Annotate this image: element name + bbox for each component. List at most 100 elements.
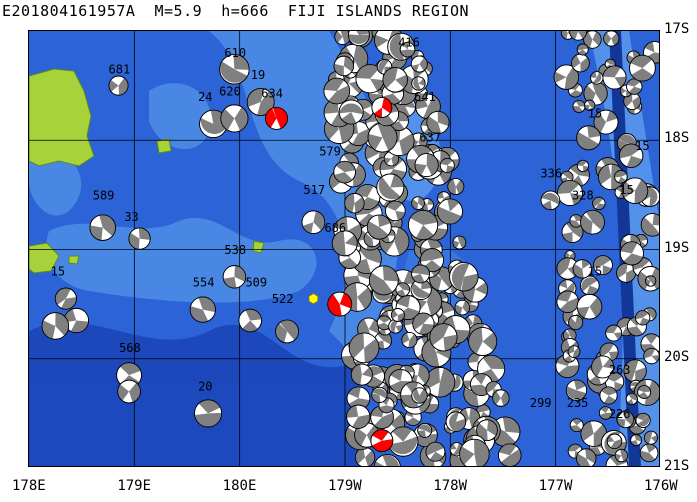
vanua-levu-island bbox=[29, 242, 60, 274]
depth-label: 15 bbox=[635, 139, 649, 153]
focal-mechanism-icon bbox=[643, 347, 659, 365]
depth-label: 589 bbox=[93, 188, 115, 202]
focal-mechanism-icon bbox=[630, 434, 643, 447]
focal-mechanism-icon bbox=[556, 290, 579, 313]
longitude-label: 179E bbox=[117, 478, 152, 494]
focal-mechanism-icon bbox=[366, 214, 392, 240]
focal-mechanism-icon bbox=[618, 143, 644, 168]
depth-label: 517 bbox=[303, 183, 325, 197]
focal-mechanism-icon bbox=[348, 332, 380, 364]
focal-mechanism-icon bbox=[222, 265, 247, 289]
focal-mechanism-icon bbox=[355, 64, 385, 94]
focal-mechanism-icon bbox=[371, 97, 393, 118]
focal-mechanism-icon bbox=[385, 200, 406, 222]
focal-mechanism-icon bbox=[370, 429, 394, 453]
focal-mechanism-icon bbox=[459, 438, 490, 466]
depth-label: 15 bbox=[588, 106, 602, 120]
focal-mechanism-icon bbox=[117, 379, 141, 404]
focal-mechanism-icon bbox=[576, 43, 589, 56]
latitude-label: 17S bbox=[664, 21, 690, 37]
focal-mechanism-icon bbox=[411, 387, 428, 404]
depth-label: 226 bbox=[609, 407, 631, 421]
focal-mechanism-icon bbox=[452, 235, 467, 250]
focal-mechanism-icon bbox=[616, 410, 635, 429]
focal-mechanism-icon bbox=[557, 179, 584, 206]
focal-mechanism-icon bbox=[301, 210, 326, 234]
focal-mechanism-icon bbox=[445, 411, 467, 432]
depth-label: 15 bbox=[588, 265, 602, 279]
focal-mechanism-icon bbox=[390, 308, 405, 322]
depth-label: 20 bbox=[198, 379, 212, 393]
focal-mechanism-icon bbox=[54, 287, 77, 310]
map-canvas[interactable]: 681 610 19 24 620 634 589 33 517 579 686 538 15 554 50… bbox=[29, 31, 660, 467]
depth-label: 33 bbox=[124, 210, 138, 224]
focal-mechanism-icon bbox=[344, 193, 365, 214]
focal-mechanism-icon bbox=[238, 308, 262, 333]
focal-mechanism-icon bbox=[468, 327, 498, 356]
focal-mechanism-icon bbox=[583, 81, 608, 106]
focal-mechanism-icon bbox=[568, 315, 584, 331]
focal-mechanism-icon bbox=[576, 448, 597, 466]
focal-mechanism-icon bbox=[128, 227, 151, 250]
focal-mechanism-icon bbox=[449, 262, 479, 292]
focal-mechanism-icon bbox=[576, 159, 590, 173]
focal-mechanism-icon bbox=[625, 392, 638, 405]
longitude-label: 180E bbox=[222, 478, 257, 494]
focal-mechanism-icon bbox=[643, 430, 658, 445]
focal-mechanism-icon bbox=[602, 65, 627, 90]
focal-mechanism-icon bbox=[367, 122, 398, 153]
focal-mechanism-icon bbox=[616, 262, 637, 283]
depth-label: 568 bbox=[119, 341, 141, 355]
focal-mechanism-icon bbox=[565, 379, 588, 401]
depth-label: 15 bbox=[51, 265, 65, 279]
focal-mechanism-icon bbox=[371, 386, 388, 404]
focal-mechanism-icon bbox=[619, 241, 644, 266]
map-frame: 681 610 19 24 620 634 589 33 517 579 686 538 15 554 50… bbox=[28, 30, 660, 467]
focal-mechanism-icon bbox=[560, 170, 574, 184]
depth-label: 24 bbox=[198, 90, 212, 104]
focal-mechanism-icon bbox=[401, 331, 418, 349]
focal-mechanism-icon bbox=[419, 248, 444, 273]
focal-mechanism-icon bbox=[348, 31, 370, 47]
focal-mechanism-icon bbox=[327, 291, 353, 317]
focal-mechanism-icon bbox=[275, 319, 299, 344]
focal-mechanism-icon bbox=[569, 418, 584, 433]
focal-mechanism-icon bbox=[338, 99, 364, 125]
viti-levu-island bbox=[29, 68, 95, 167]
depth-label: 522 bbox=[272, 292, 294, 306]
focal-mechanism-icon bbox=[621, 177, 649, 204]
focal-mechanism-icon bbox=[199, 109, 228, 139]
focal-mechanism-icon bbox=[89, 214, 116, 241]
depth-label: 634 bbox=[261, 87, 283, 101]
epicenter-marker bbox=[308, 293, 319, 305]
islet-2 bbox=[252, 240, 265, 254]
latitude-label: 19S bbox=[664, 239, 690, 256]
focal-mechanism-icon bbox=[189, 296, 216, 323]
focal-mechanism-icon bbox=[333, 55, 355, 77]
depth-label: 387 bbox=[604, 31, 626, 33]
focal-mechanism-icon bbox=[637, 385, 652, 399]
focal-mechanism-icon bbox=[590, 71, 604, 85]
focal-mechanism-icon bbox=[598, 406, 613, 420]
focal-mechanism-icon bbox=[220, 104, 249, 133]
focal-mechanism-icon bbox=[373, 454, 401, 466]
depth-label: 299 bbox=[530, 396, 552, 410]
focal-mechanism-icon bbox=[583, 31, 602, 49]
depth-label: 263 bbox=[609, 363, 631, 377]
focal-mechanism-icon bbox=[439, 158, 455, 173]
depth-labels-layer: 681 610 19 24 620 634 589 33 517 579 686 538 15 554 50… bbox=[51, 31, 650, 421]
latitude-label: 18S bbox=[664, 130, 690, 147]
depth-label: 328 bbox=[572, 188, 594, 202]
focal-mechanism-icon bbox=[635, 412, 651, 428]
focal-mechanism-icon bbox=[593, 255, 613, 276]
focal-mechanism-icon bbox=[399, 41, 416, 58]
focal-mechanism-icon bbox=[414, 153, 439, 178]
longitude-label: 177W bbox=[538, 478, 573, 494]
focal-mechanism-icon bbox=[354, 447, 376, 466]
focal-mechanism-icon bbox=[593, 109, 619, 135]
depth-label: 416 bbox=[398, 35, 420, 49]
depth-label: 641 bbox=[414, 90, 436, 104]
focal-mechanism-icon bbox=[571, 53, 590, 73]
focal-mechanism-icon bbox=[410, 55, 428, 73]
focal-mechanism-icon bbox=[639, 443, 659, 463]
